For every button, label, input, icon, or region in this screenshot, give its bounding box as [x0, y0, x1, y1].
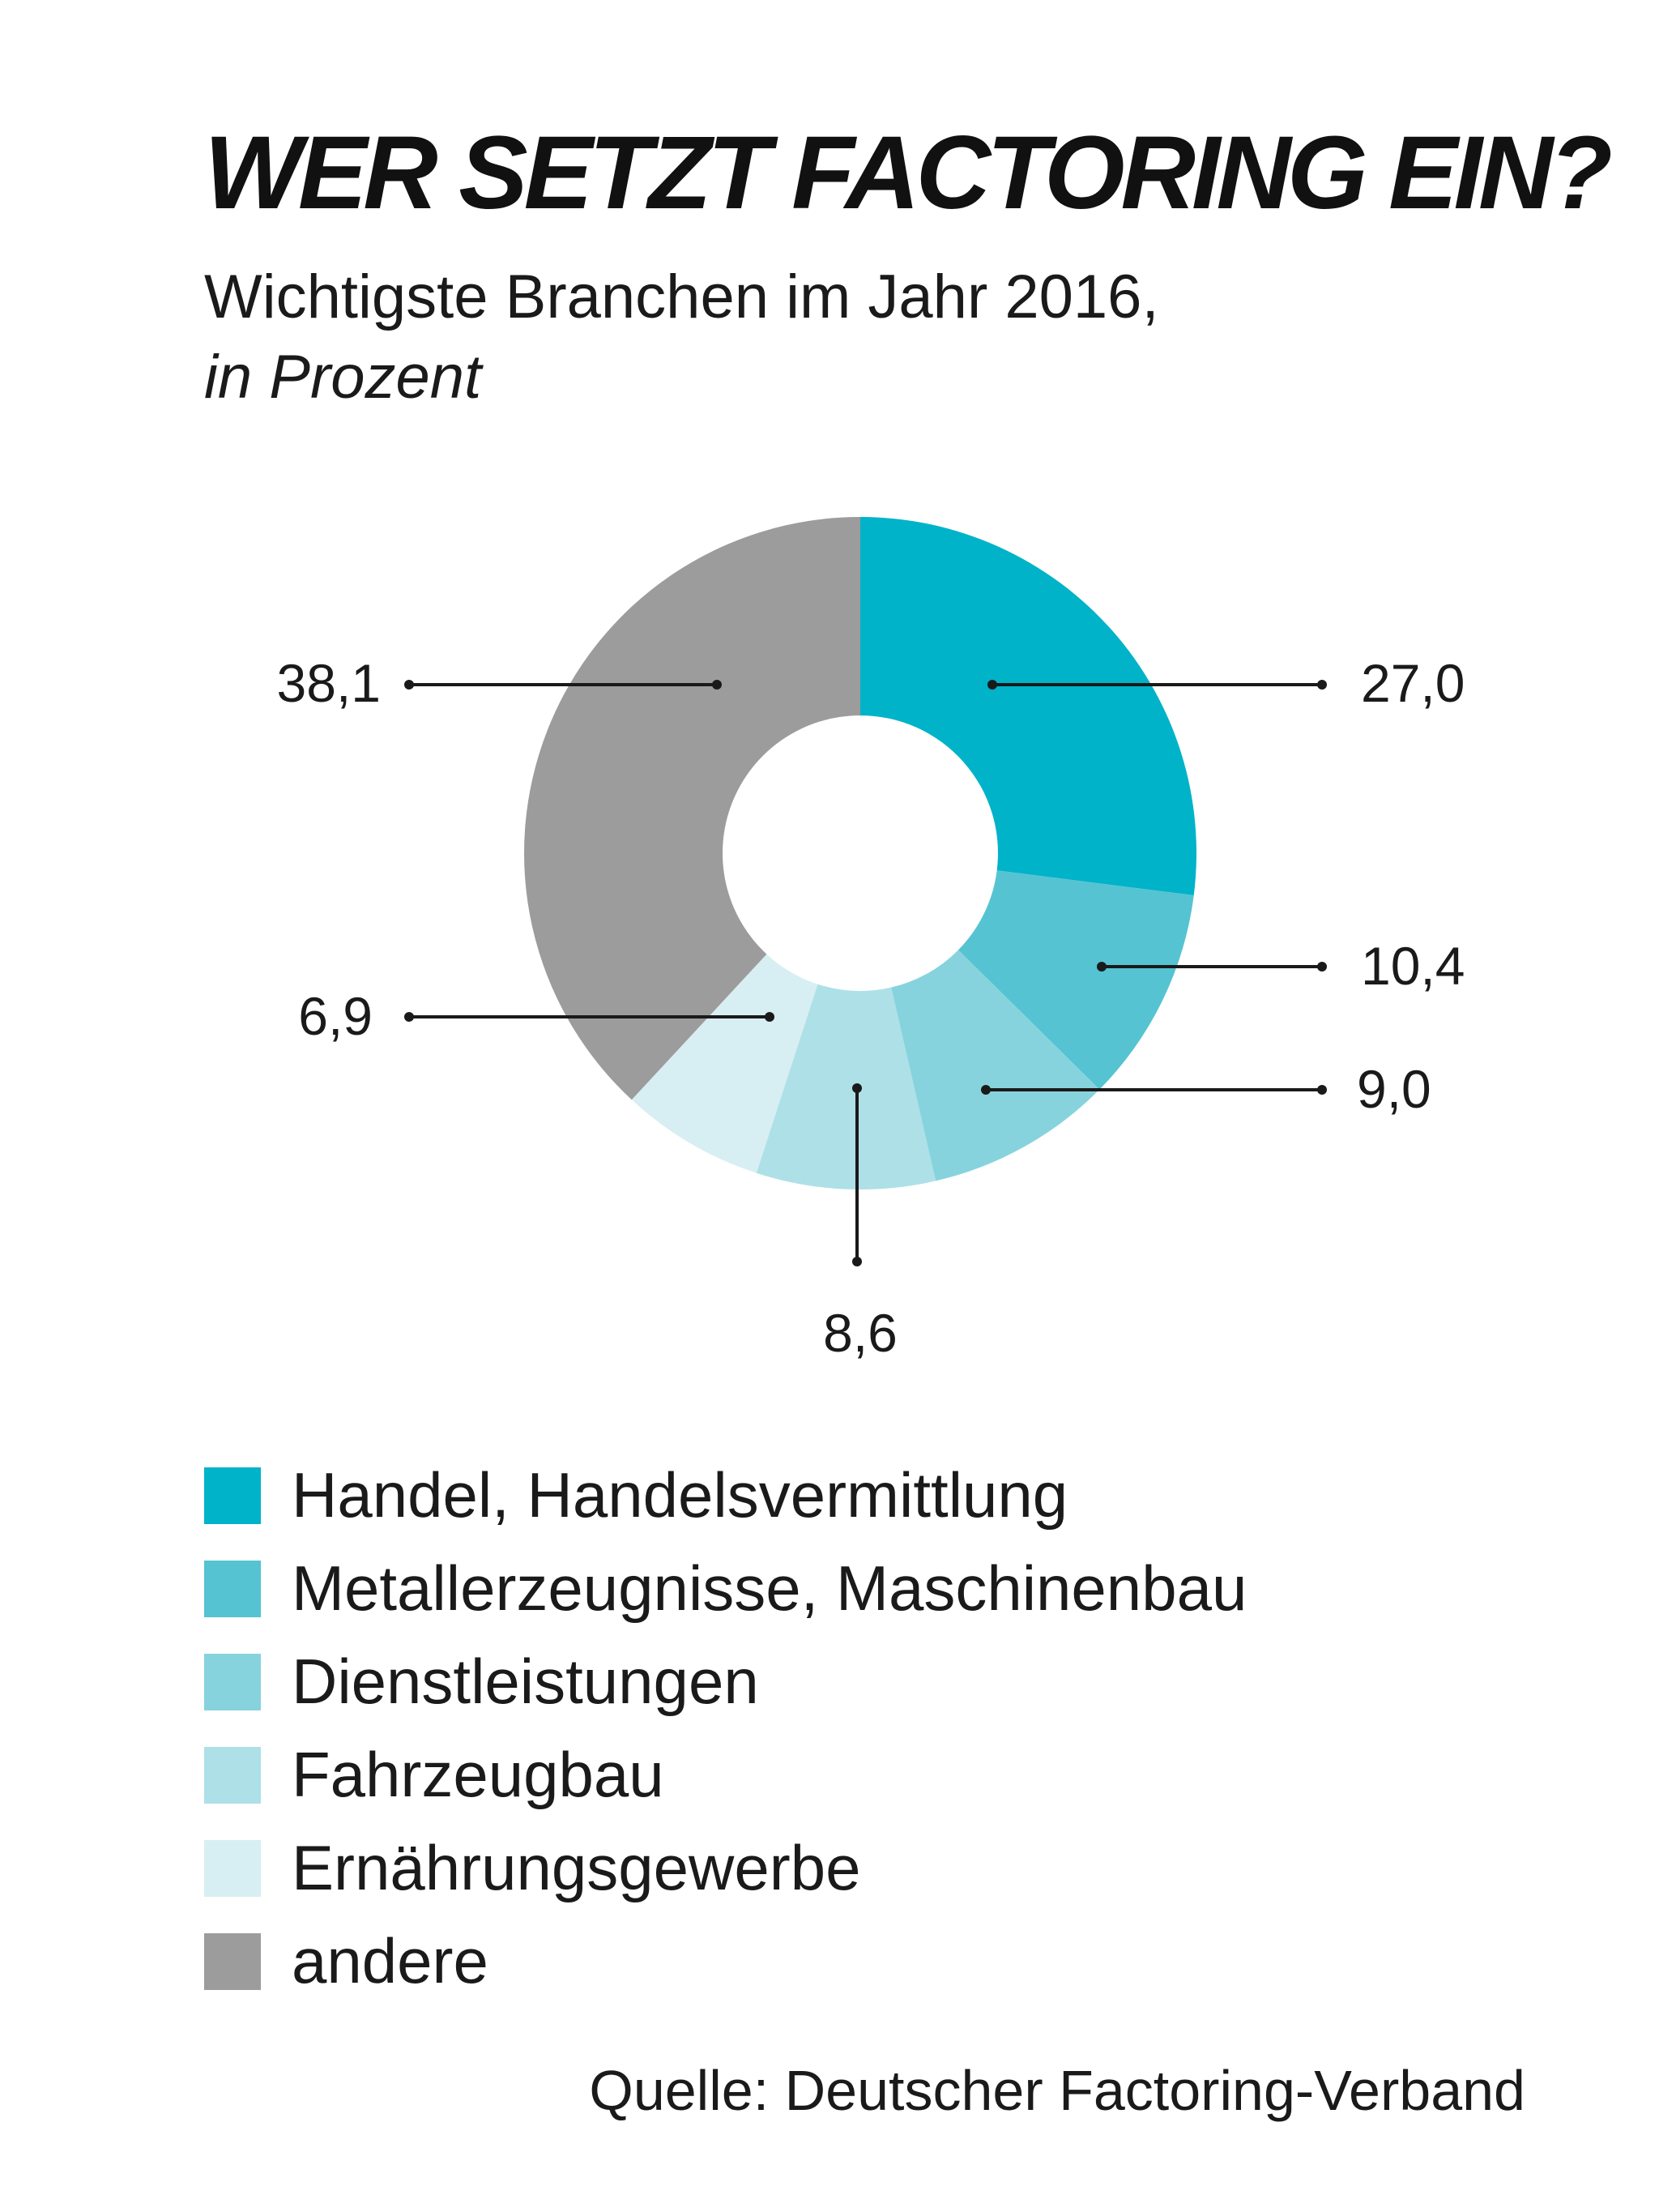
value-label-dienstleistungen: 9,0 [1357, 1059, 1431, 1119]
legend-swatch [204, 1839, 261, 1897]
unit-note: in Prozent [204, 342, 482, 412]
subtitle-text: Wichtigste Branchen im Jahr 2016, [204, 263, 1159, 331]
slice-andere [523, 517, 860, 1100]
legend-item-dienstleistungen: Dienstleistungen [204, 1635, 1247, 1728]
chart-subtitle: Wichtigste Branchen im Jahr 2016, in Pro… [204, 258, 1159, 418]
slice-dienstleistungen [891, 950, 1100, 1181]
legend-swatch [204, 1467, 261, 1524]
value-label-metallerzeugnisse-maschinenbau: 10,4 [1361, 936, 1465, 996]
leader-dot-metallerzeugnisse-maschinenbau-start [1097, 962, 1107, 971]
slice-metallerzeugnisse-maschinenbau [957, 870, 1194, 1090]
slice-handel-handelsvermittlung [860, 517, 1196, 896]
legend-label: andere [292, 1925, 488, 1996]
leader-dot-ernaehrungsgewerbe-end [404, 1012, 414, 1022]
leader-dot-handel-handelsvermittlung-end [1317, 680, 1327, 690]
legend-item-ernaehrungsgewerbe: Ernährungsgewerbe [204, 1821, 1247, 1915]
legend-swatch [204, 1653, 261, 1710]
donut-slices [523, 517, 1196, 1189]
legend-item-fahrzeugbau: Fahrzeugbau [204, 1728, 1247, 1821]
slice-ernaehrungsgewerbe [631, 954, 818, 1173]
leader-dot-andere-start [712, 680, 722, 690]
donut-chart: 27,0 10,4 9,0 8,6 6,9 38,1 [277, 517, 1465, 1363]
legend-swatch [204, 1932, 261, 1990]
leader-dot-handel-handelsvermittlung-start [987, 680, 997, 690]
value-label-ernaehrungsgewerbe: 6,9 [298, 986, 373, 1046]
legend-item-handel-handelsvermittlung: Handel, Handelsvermittlung [204, 1449, 1247, 1542]
leader-dot-metallerzeugnisse-maschinenbau-end [1317, 962, 1327, 971]
leader-dot-fahrzeugbau-end [852, 1257, 862, 1266]
legend-label: Dienstleistungen [292, 1646, 759, 1717]
legend-swatch [204, 1746, 261, 1804]
legend-label: Ernährungsgewerbe [292, 1832, 861, 1903]
value-label-andere: 38,1 [277, 653, 381, 713]
legend-label: Metallerzeugnisse, Maschinenbau [292, 1552, 1247, 1624]
legend: Handel, Handelsvermittlung Metallerzeugni… [204, 1449, 1247, 2008]
legend-item-andere: andere [204, 1915, 1247, 2008]
value-label-handel-handelsvermittlung: 27,0 [1361, 653, 1465, 713]
legend-swatch [204, 1560, 261, 1617]
source-note: Quelle: Deutscher Factoring-Verband [589, 2059, 1525, 2122]
value-labels: 27,0 10,4 9,0 8,6 6,9 38,1 [277, 653, 1465, 1363]
legend-item-metallerzeugnisse-maschinenbau: Metallerzeugnisse, Maschinenbau [204, 1542, 1247, 1635]
slice-fahrzeugbau [756, 984, 936, 1189]
leader-dot-fahrzeugbau-start [852, 1083, 862, 1093]
leader-dot-ernaehrungsgewerbe-start [765, 1012, 774, 1022]
value-label-fahrzeugbau: 8,6 [823, 1303, 898, 1363]
legend-label: Handel, Handelsvermittlung [292, 1459, 1068, 1531]
leader-dot-dienstleistungen-end [1317, 1085, 1327, 1095]
chart-title: WER SETZT FACTORING EIN? [204, 115, 1613, 231]
leader-dot-dienstleistungen-start [981, 1085, 991, 1095]
leader-lines [404, 680, 1327, 1266]
legend-label: Fahrzeugbau [292, 1739, 664, 1810]
leader-dot-andere-end [404, 680, 414, 690]
